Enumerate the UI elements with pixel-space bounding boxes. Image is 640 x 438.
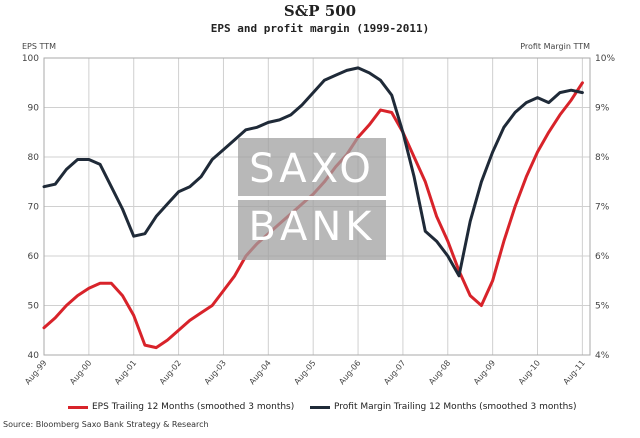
source-note: Source: Bloomberg Saxo Bank Strategy & R… bbox=[3, 420, 209, 429]
y-left-tick: 50 bbox=[28, 302, 40, 312]
legend-label-margin: Profit Margin Trailing 12 Months (smooth… bbox=[334, 402, 577, 412]
y-left-tick: 90 bbox=[28, 104, 40, 114]
y-left-tick: 70 bbox=[28, 203, 40, 213]
x-tick-label: Aug-03 bbox=[203, 359, 228, 387]
right-axis-label: Profit Margin TTM bbox=[520, 42, 590, 51]
y-right-tick: 9% bbox=[595, 104, 610, 114]
chart-title: S&P 500 bbox=[283, 2, 357, 20]
legend-swatch-eps bbox=[68, 405, 88, 409]
legend-label-eps: EPS Trailing 12 Months (smoothed 3 month… bbox=[92, 402, 295, 412]
x-tick-label: Aug-08 bbox=[427, 359, 452, 387]
legend-item-margin: Profit Margin Trailing 12 Months (smooth… bbox=[310, 402, 577, 412]
x-tick-label: Aug-11 bbox=[562, 359, 587, 387]
chart-subtitle: EPS and profit margin (1999-2011) bbox=[210, 22, 430, 35]
legend-swatch-margin bbox=[310, 405, 330, 409]
x-tick-label: Aug-06 bbox=[337, 359, 362, 387]
y-left-tick: 40 bbox=[28, 351, 40, 361]
x-tick-label: Aug-01 bbox=[113, 359, 138, 387]
x-tick-label: Aug-04 bbox=[248, 359, 273, 387]
y-right-tick: 7% bbox=[595, 203, 610, 213]
profit-margin-series-line bbox=[42, 66, 584, 278]
x-tick-label: Aug-10 bbox=[517, 359, 542, 387]
x-tick-label: Aug-09 bbox=[472, 359, 497, 387]
watermark-divider bbox=[238, 196, 386, 200]
watermark-line-1: SAXO bbox=[249, 146, 375, 192]
chart-legend: EPS Trailing 12 Months (smoothed 3 month… bbox=[0, 402, 640, 416]
x-tick-label: Aug-00 bbox=[68, 359, 93, 387]
x-tick-label: Aug-05 bbox=[292, 359, 317, 387]
y-right-tick: 6% bbox=[595, 252, 610, 262]
plot-frame bbox=[43, 57, 591, 356]
x-tick-label: Aug-02 bbox=[158, 359, 183, 387]
line-chart: 40 50 60 70 80 90 100 4% 5% 6% 7% 8% 9% 10% Aug-99 Aug-… bbox=[22, 54, 616, 387]
y-right-tick: 8% bbox=[595, 153, 610, 163]
x-tick-label: Aug-99 bbox=[23, 359, 48, 387]
saxo-bank-watermark: SAXO BANK bbox=[238, 138, 386, 260]
x-tick-label: Aug-07 bbox=[382, 359, 407, 387]
y-right-tick: 4% bbox=[595, 351, 610, 361]
y-left-tick: 80 bbox=[28, 153, 40, 163]
y-left-tick: 100 bbox=[22, 54, 39, 64]
watermark-line-2: BANK bbox=[248, 204, 376, 250]
left-axis-label: EPS TTM bbox=[22, 42, 57, 51]
y-left-tick: 60 bbox=[28, 252, 40, 262]
y-right-tick: 10% bbox=[595, 54, 615, 64]
legend-item-eps: EPS Trailing 12 Months (smoothed 3 month… bbox=[68, 402, 294, 412]
y-right-tick: 5% bbox=[595, 302, 610, 312]
